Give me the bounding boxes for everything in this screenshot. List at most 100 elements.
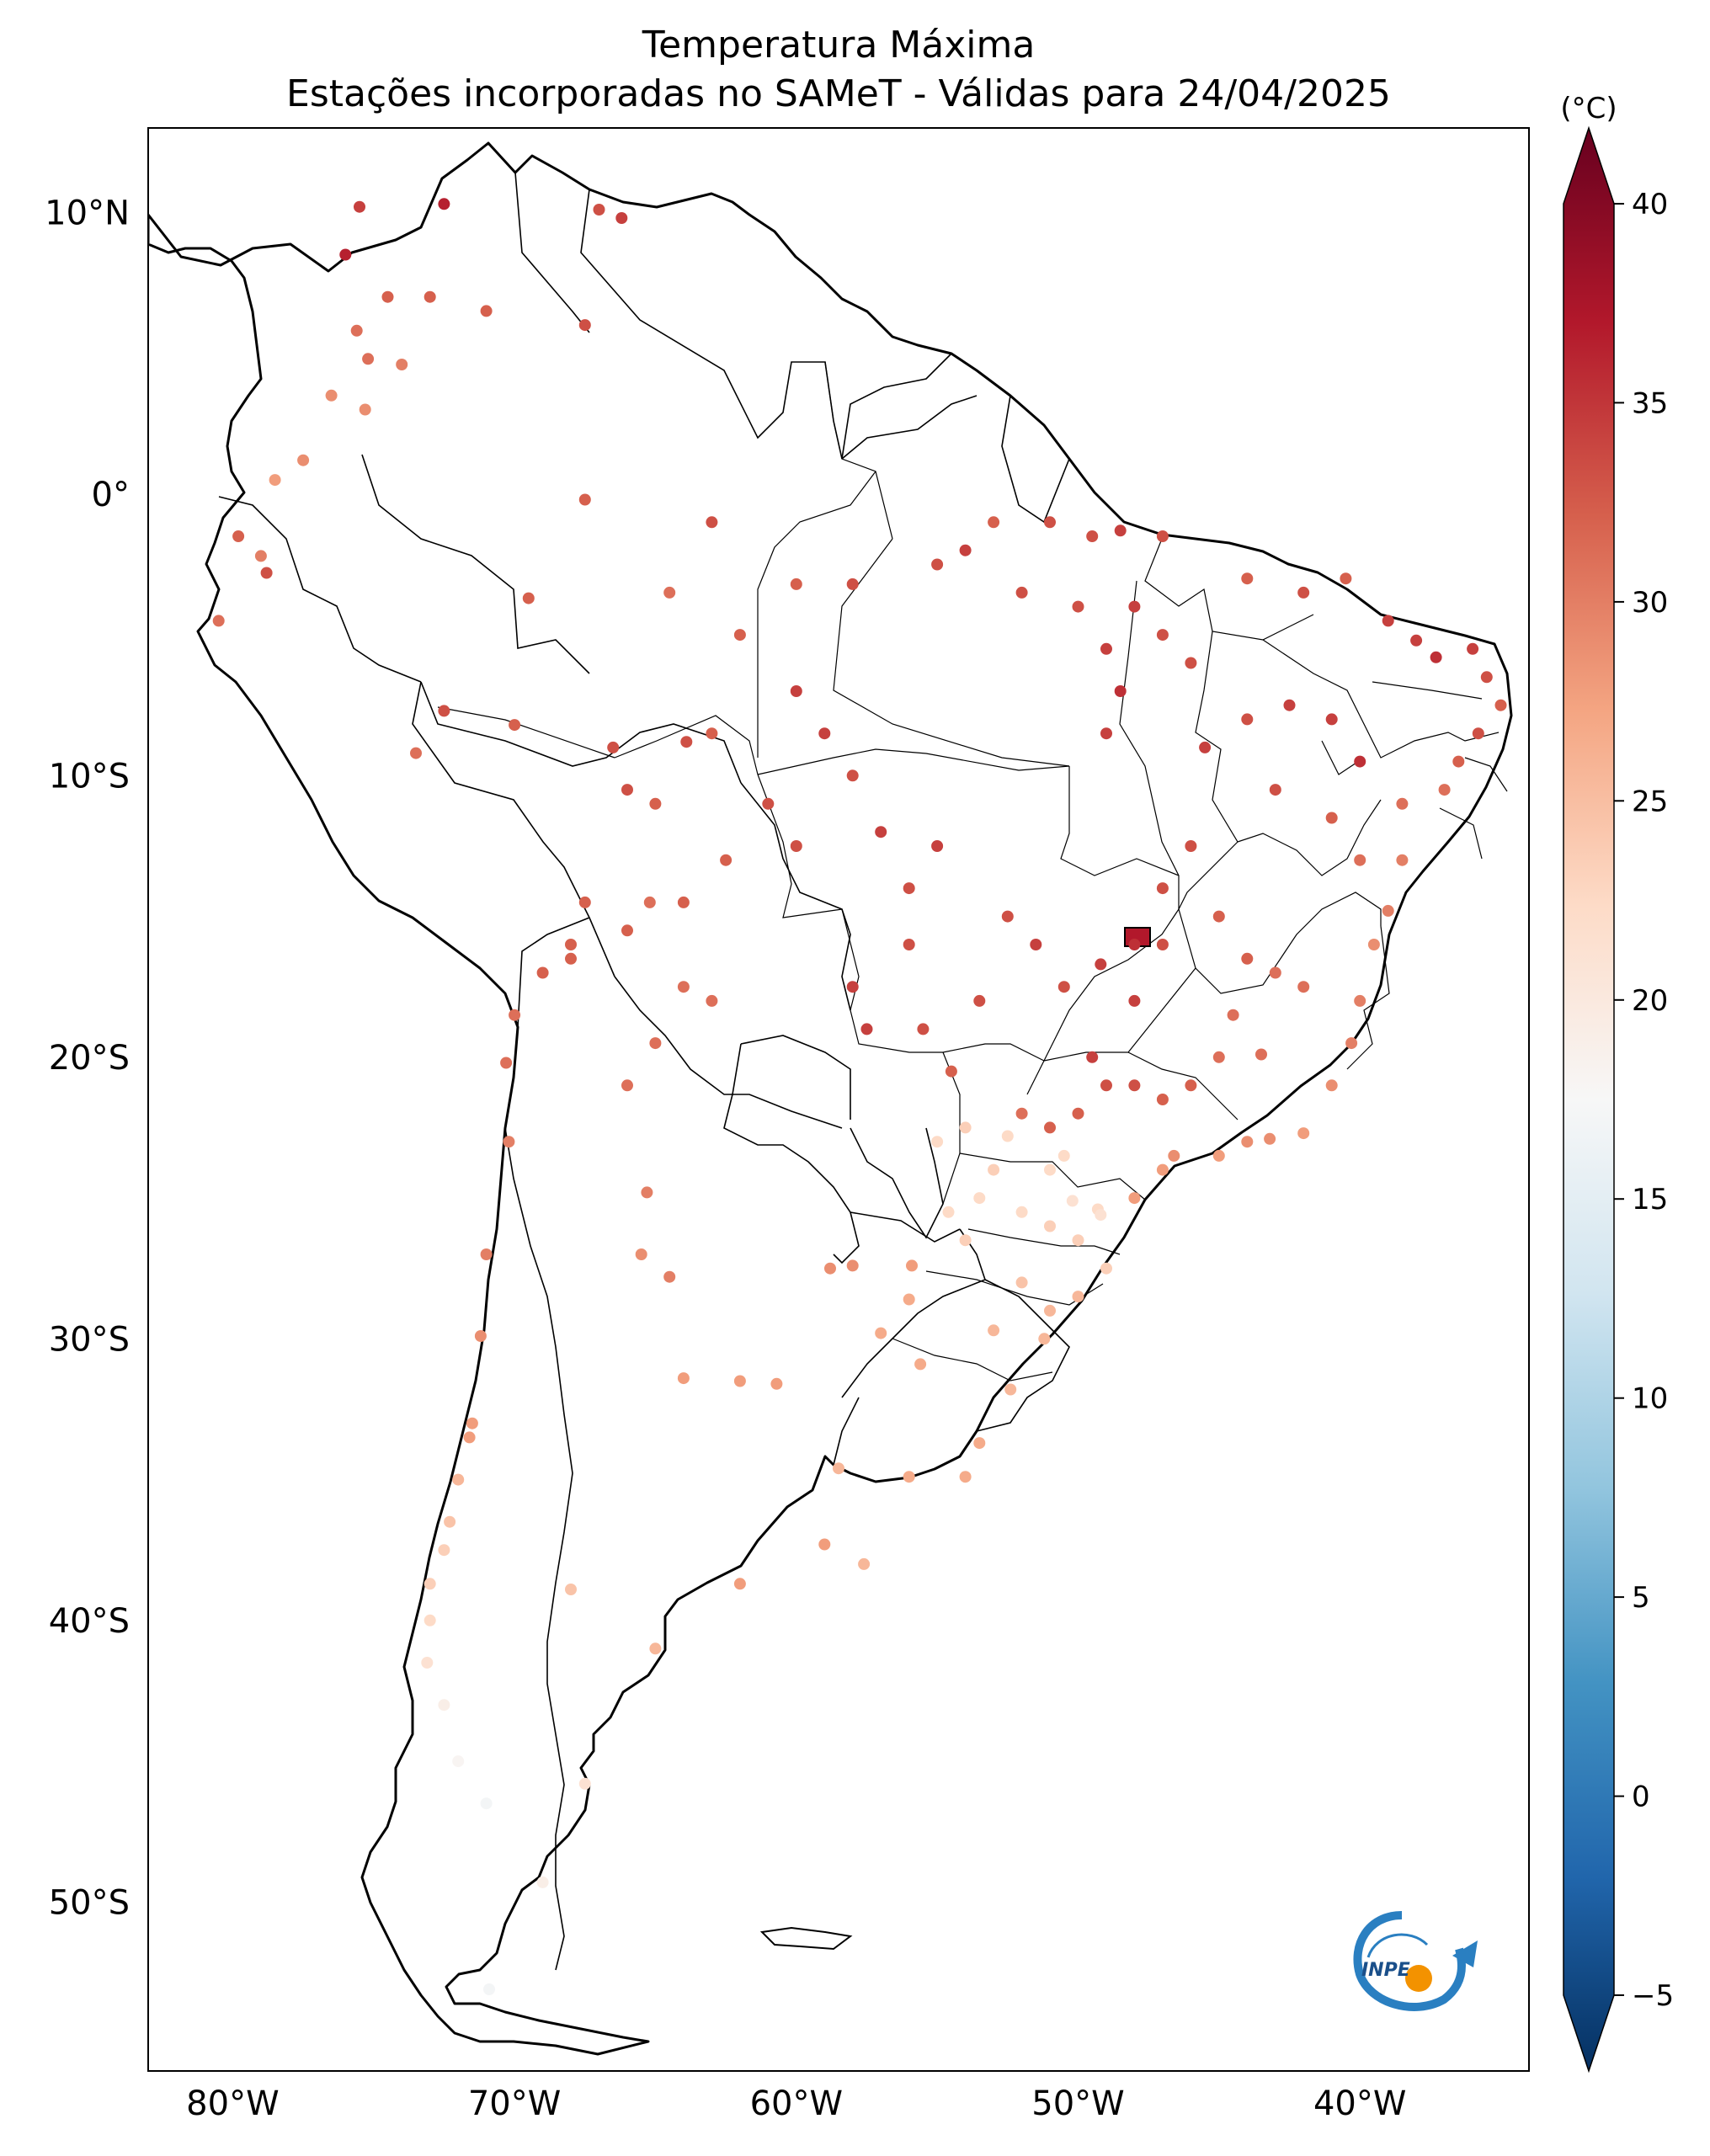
lat-tick-label: 50°S bbox=[49, 1883, 130, 1922]
station-point bbox=[1044, 1163, 1056, 1176]
lon-tick-label: 50°W bbox=[1031, 2084, 1124, 2123]
station-point bbox=[1283, 699, 1296, 711]
station-point bbox=[1156, 629, 1169, 641]
station-point bbox=[635, 1248, 647, 1260]
station-point bbox=[410, 747, 422, 759]
station-point bbox=[480, 1248, 493, 1260]
station-point bbox=[1396, 797, 1409, 810]
station-point bbox=[536, 1876, 549, 1888]
station-point bbox=[931, 558, 944, 571]
station-point bbox=[452, 1473, 465, 1486]
colorbar-tick-label: −5 bbox=[1632, 1979, 1674, 2013]
station-point bbox=[1472, 727, 1484, 740]
lon-tick-label: 70°W bbox=[468, 2084, 561, 2123]
station-point bbox=[565, 1584, 577, 1595]
station-point bbox=[1100, 1079, 1112, 1092]
station-point bbox=[325, 389, 338, 402]
lon-tick-label: 80°W bbox=[186, 2084, 279, 2123]
station-point bbox=[466, 1417, 478, 1429]
station-point bbox=[846, 578, 859, 590]
station-point bbox=[1044, 1304, 1056, 1317]
station-point bbox=[875, 826, 887, 838]
station-point bbox=[860, 1023, 873, 1035]
station-point bbox=[509, 1009, 521, 1021]
station-point bbox=[1382, 904, 1394, 917]
station-point bbox=[1072, 1291, 1084, 1303]
colorbar-tick-label: 25 bbox=[1632, 785, 1668, 818]
south-america-coastline bbox=[148, 141, 1513, 2056]
station-point bbox=[903, 1471, 915, 1483]
station-point bbox=[1057, 1149, 1070, 1162]
station-point bbox=[680, 736, 693, 748]
station-point bbox=[1264, 1132, 1276, 1145]
station-point bbox=[578, 319, 591, 332]
station-point bbox=[770, 1377, 783, 1390]
station-point bbox=[906, 1259, 918, 1272]
station-point bbox=[621, 784, 633, 796]
station-point bbox=[483, 1983, 495, 1995]
station-point bbox=[1297, 1127, 1310, 1140]
station-point bbox=[480, 305, 493, 317]
station-point bbox=[1128, 994, 1141, 1007]
station-point bbox=[1255, 1048, 1267, 1061]
lat-tick-label: 40°S bbox=[49, 1602, 130, 1641]
station-point bbox=[354, 200, 365, 213]
station-point bbox=[269, 474, 281, 487]
lat-tick-label: 30°S bbox=[49, 1320, 130, 1359]
station-point bbox=[1325, 812, 1338, 824]
station-point bbox=[424, 1614, 436, 1626]
station-point bbox=[1057, 981, 1070, 993]
station-point bbox=[790, 578, 802, 590]
lat-tick-label: 10°S bbox=[49, 757, 130, 796]
station-point bbox=[621, 924, 633, 937]
station-point bbox=[1072, 600, 1084, 613]
station-point bbox=[846, 769, 859, 782]
station-point bbox=[903, 939, 915, 950]
station-point bbox=[1128, 939, 1141, 950]
lat-tick-label: 10°N bbox=[45, 194, 130, 232]
station-point bbox=[1241, 952, 1254, 965]
station-point bbox=[1410, 634, 1423, 647]
colorbar bbox=[1563, 125, 1615, 2073]
station-point bbox=[706, 727, 718, 740]
station-point bbox=[522, 592, 535, 604]
station-point bbox=[254, 550, 267, 562]
station-point bbox=[1241, 572, 1254, 585]
station-point bbox=[1185, 1079, 1197, 1092]
colorbar-tick-label: 40 bbox=[1632, 188, 1668, 221]
station-point bbox=[1100, 727, 1112, 740]
station-point bbox=[578, 1777, 591, 1790]
station-point bbox=[824, 1262, 836, 1275]
station-point bbox=[1030, 939, 1042, 950]
station-point bbox=[1325, 713, 1338, 726]
station-point bbox=[1072, 1234, 1084, 1247]
colorbar-tick-label: 0 bbox=[1632, 1781, 1650, 1814]
station-point bbox=[846, 981, 859, 993]
station-point bbox=[875, 1327, 887, 1339]
station-point bbox=[1212, 910, 1225, 923]
station-point bbox=[1212, 1051, 1225, 1063]
colorbar-tick-label: 5 bbox=[1632, 1581, 1650, 1615]
station-point bbox=[959, 1234, 972, 1247]
colorbar-tick-label: 20 bbox=[1632, 984, 1668, 1018]
colorbar-tick-label: 10 bbox=[1632, 1382, 1668, 1416]
svg-text:INPE: INPE bbox=[1361, 1960, 1410, 1981]
station-point bbox=[1156, 882, 1169, 895]
station-point bbox=[621, 1079, 633, 1092]
station-point bbox=[1044, 1220, 1056, 1232]
station-point bbox=[1004, 1383, 1017, 1396]
station-point bbox=[762, 797, 775, 810]
station-point bbox=[818, 727, 831, 740]
station-point bbox=[424, 1578, 436, 1590]
station-point bbox=[1095, 958, 1107, 971]
station-point bbox=[720, 854, 732, 866]
station-point bbox=[1269, 966, 1281, 979]
station-point bbox=[438, 1544, 450, 1557]
station-point bbox=[1015, 586, 1028, 599]
station-point bbox=[959, 1471, 972, 1483]
station-point bbox=[706, 994, 718, 1007]
station-point bbox=[790, 685, 802, 697]
station-point bbox=[914, 1358, 927, 1371]
station-point bbox=[973, 1192, 986, 1205]
